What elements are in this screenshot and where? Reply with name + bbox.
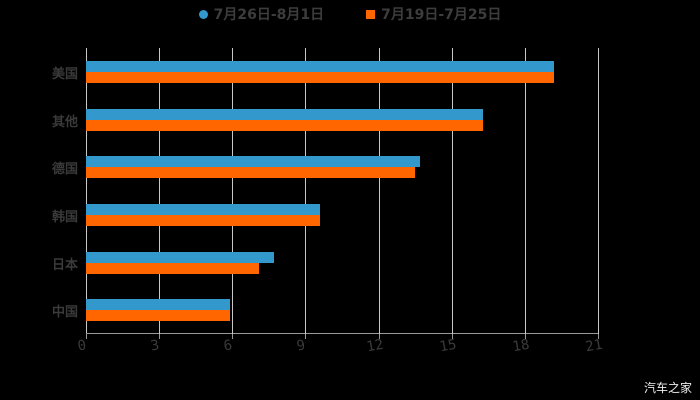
y-category-label: 美国 — [51, 66, 78, 82]
legend-item-series-2[interactable]: 7月19日-7月25日 — [366, 4, 501, 24]
x-tick — [524, 334, 526, 339]
bar[interactable] — [86, 299, 230, 311]
x-tick-label: 21 — [584, 336, 604, 356]
watermark: 汽车之家 — [643, 381, 692, 395]
legend-item-series-1[interactable]: 7月26日-8月1日 — [198, 4, 325, 24]
y-category-label: 中国 — [51, 305, 78, 321]
y-axis-line — [86, 48, 87, 334]
x-tick — [232, 334, 234, 339]
y-category-label: 其他 — [51, 114, 78, 130]
x-tick-label: 15 — [438, 336, 458, 356]
bar[interactable] — [86, 310, 230, 322]
legend-label: 7月19日-7月25日 — [381, 7, 502, 23]
gridline — [305, 48, 307, 334]
legend-label: 7月26日-8月1日 — [213, 7, 325, 23]
bar[interactable] — [86, 203, 321, 215]
bar[interactable] — [86, 119, 484, 131]
x-tick — [305, 334, 307, 339]
x-tick-label: 12 — [364, 336, 385, 356]
bar[interactable] — [86, 156, 421, 168]
x-tick-label: 3 — [149, 337, 161, 355]
bar[interactable] — [86, 71, 555, 83]
x-tick — [86, 334, 87, 339]
y-category-label: 德国 — [51, 162, 78, 178]
x-tick — [451, 334, 453, 339]
bar[interactable] — [86, 214, 321, 226]
x-tick-label: 6 — [222, 337, 234, 355]
x-tick-label: 18 — [511, 336, 531, 356]
chart-legend: 7月26日-8月1日 7月19日-7月25日 — [0, 4, 700, 24]
bar[interactable] — [86, 251, 274, 263]
x-tick — [159, 334, 161, 339]
y-category-label: 韩国 — [51, 209, 78, 225]
x-axis-line — [86, 333, 598, 334]
legend-marker-circle-icon — [198, 9, 208, 19]
legend-marker-square-icon — [366, 9, 376, 19]
x-tick — [598, 334, 599, 339]
x-tick-label: 0 — [76, 337, 88, 355]
y-category-label: 日本 — [51, 257, 78, 273]
bar[interactable] — [86, 167, 416, 179]
bar[interactable] — [86, 60, 555, 72]
gridline — [598, 48, 599, 334]
gridline — [159, 48, 161, 334]
x-tick-label: 9 — [295, 337, 307, 355]
bar[interactable] — [86, 108, 484, 120]
gridline — [378, 48, 380, 334]
gridline — [232, 48, 234, 334]
gridline — [451, 48, 453, 334]
gridline — [524, 48, 526, 334]
plot-area — [86, 48, 599, 339]
bar[interactable] — [86, 262, 260, 274]
x-tick — [378, 334, 380, 339]
